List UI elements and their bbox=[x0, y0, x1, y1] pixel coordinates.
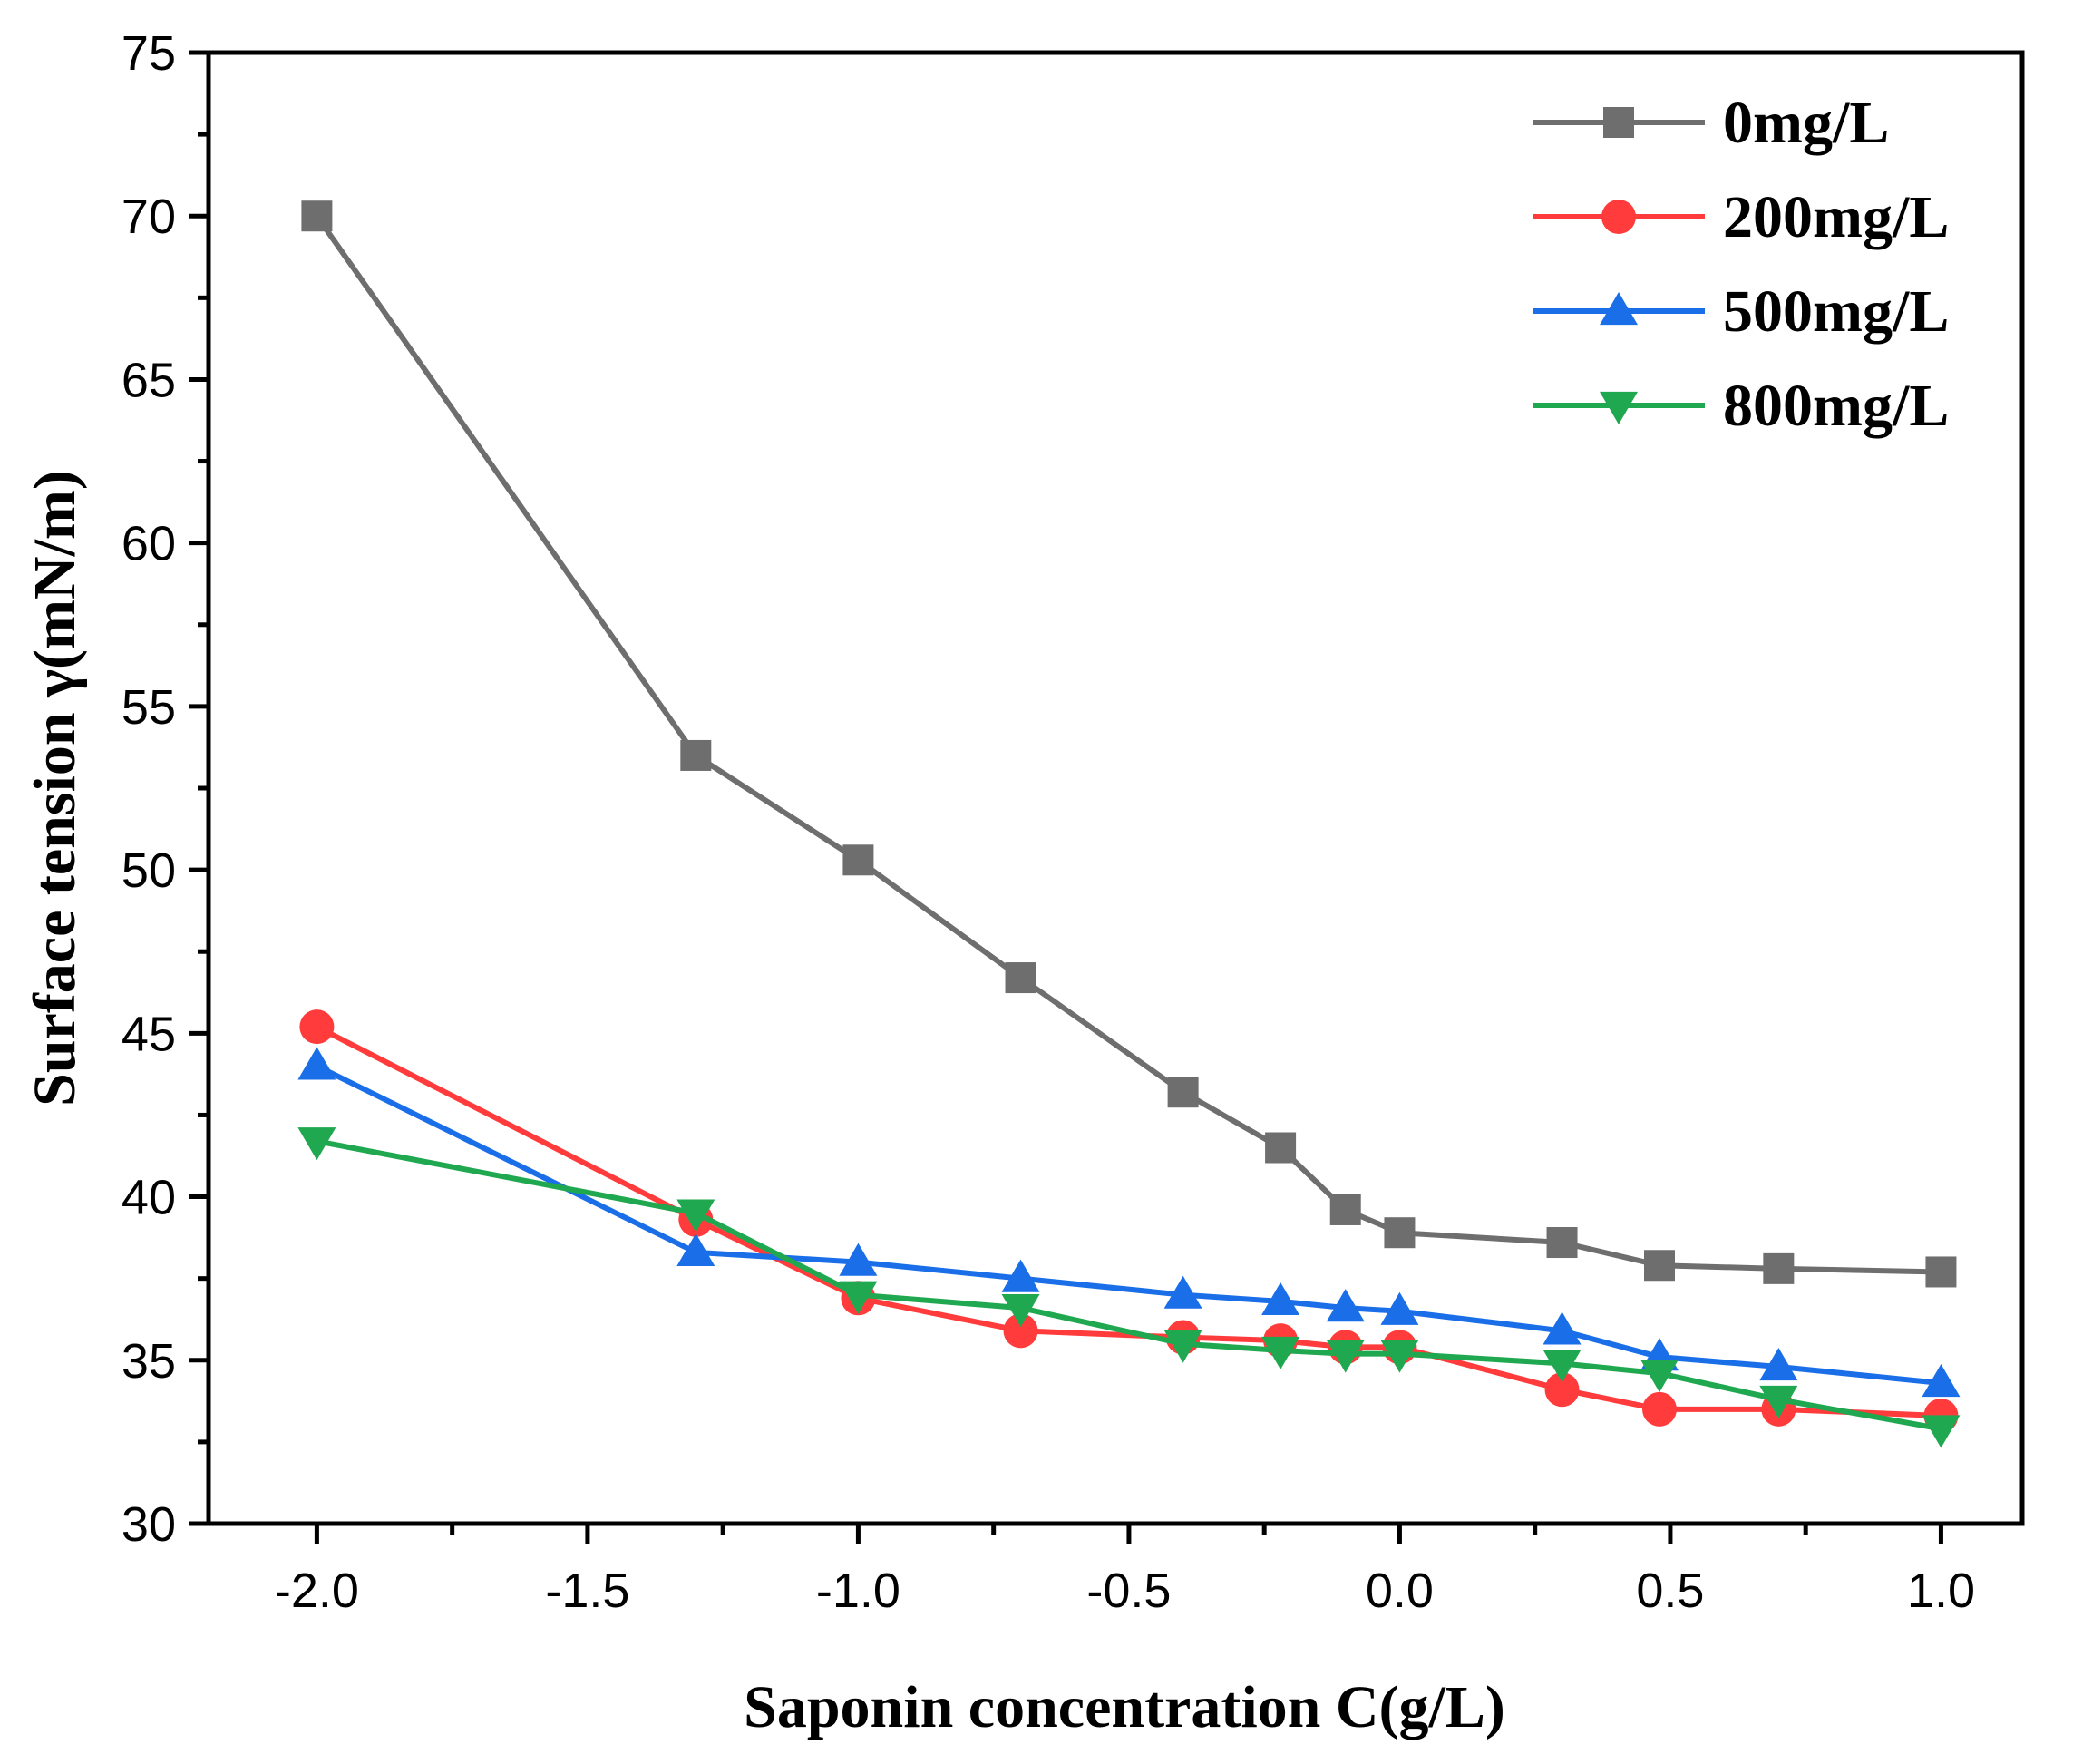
data-point bbox=[1763, 1252, 1795, 1284]
legend-marker bbox=[1600, 292, 1638, 326]
plot-frame bbox=[206, 50, 2025, 1526]
series-2 bbox=[297, 1047, 1961, 1398]
x-tick-label: -1.0 bbox=[816, 1564, 900, 1618]
data-point bbox=[1925, 1256, 1957, 1288]
x-tick-label: 0.0 bbox=[1366, 1564, 1434, 1618]
y-tick-label: 30 bbox=[122, 1497, 176, 1552]
data-point bbox=[1001, 1259, 1040, 1292]
data-point bbox=[1544, 1372, 1580, 1408]
x-tick-label: 0.5 bbox=[1636, 1564, 1704, 1618]
data-point bbox=[1543, 1350, 1582, 1383]
data-point bbox=[839, 1243, 878, 1276]
legend-label: 200mg/L bbox=[1723, 184, 1949, 250]
data-point bbox=[676, 1233, 715, 1266]
legend-label: 0mg/L bbox=[1723, 90, 1889, 156]
data-point bbox=[1326, 1289, 1365, 1322]
series-0 bbox=[301, 200, 1957, 1288]
data-point bbox=[842, 844, 874, 876]
data-point bbox=[1543, 1311, 1582, 1345]
data-point bbox=[1546, 1227, 1578, 1259]
data-point bbox=[1384, 1217, 1416, 1249]
data-point bbox=[676, 1199, 715, 1233]
y-tick-label: 50 bbox=[122, 843, 176, 898]
data-point bbox=[1001, 1293, 1040, 1328]
x-tick-label: -2.0 bbox=[275, 1564, 359, 1618]
data-point bbox=[1167, 1077, 1199, 1108]
series-1 bbox=[299, 1009, 1959, 1434]
data-point bbox=[1261, 1336, 1300, 1369]
y-tick-label: 35 bbox=[122, 1334, 176, 1389]
data-point bbox=[301, 200, 333, 232]
data-point bbox=[1326, 1340, 1365, 1373]
data-point bbox=[839, 1281, 878, 1314]
data-point bbox=[1261, 1282, 1300, 1316]
data-point bbox=[1922, 1364, 1961, 1398]
series-line bbox=[316, 1024, 1942, 1419]
data-point bbox=[1380, 1291, 1419, 1325]
legend-marker bbox=[1601, 200, 1636, 234]
x-tick-label: 1.0 bbox=[1907, 1564, 1975, 1618]
data-point bbox=[1759, 1347, 1798, 1381]
data-point bbox=[1005, 962, 1036, 994]
data-point bbox=[297, 1127, 336, 1161]
series-line bbox=[314, 214, 1942, 1275]
y-tick-label: 70 bbox=[122, 190, 176, 244]
series-layer bbox=[297, 200, 1961, 1448]
data-point bbox=[1922, 1415, 1961, 1448]
legend-entry: 500mg/L bbox=[1533, 278, 1949, 345]
data-point bbox=[1642, 1391, 1677, 1427]
axis-ticks: -2.0 -1.5 -1.0 -0.5 0.0 0.5 1.0 30 35 40 45 50 55 60 6… bbox=[122, 26, 1975, 1618]
data-point bbox=[1380, 1340, 1419, 1373]
data-point bbox=[297, 1047, 336, 1080]
series-line bbox=[316, 1063, 1942, 1386]
legend: 0mg/L 200mg/L 500mg/L 800mg/L bbox=[1533, 90, 1949, 439]
y-tick-label: 55 bbox=[122, 680, 176, 735]
y-tick-label: 40 bbox=[122, 1171, 176, 1225]
data-point bbox=[1329, 1194, 1361, 1225]
data-point bbox=[299, 1009, 335, 1045]
data-point bbox=[1163, 1275, 1202, 1309]
legend-entry: 0mg/L bbox=[1533, 90, 1889, 156]
y-tick-label: 45 bbox=[122, 1007, 176, 1061]
data-point bbox=[1644, 1250, 1675, 1282]
legend-entry: 800mg/L bbox=[1533, 373, 1949, 439]
x-tick-label: -1.5 bbox=[545, 1564, 629, 1618]
x-axis-title: Saponin concentration C(g/L) bbox=[744, 1674, 1505, 1740]
data-point bbox=[1265, 1132, 1297, 1164]
data-point bbox=[1163, 1330, 1202, 1363]
data-point bbox=[1640, 1360, 1679, 1393]
y-tick-label: 60 bbox=[122, 517, 176, 571]
legend-label: 500mg/L bbox=[1723, 278, 1949, 345]
legend-entry: 200mg/L bbox=[1533, 184, 1949, 250]
y-tick-label: 75 bbox=[122, 26, 176, 81]
legend-marker bbox=[1600, 391, 1638, 424]
legend-marker bbox=[1603, 107, 1634, 138]
series-line bbox=[316, 1138, 1942, 1432]
data-point bbox=[1759, 1385, 1798, 1419]
x-tick-label: -0.5 bbox=[1086, 1564, 1171, 1618]
series-3 bbox=[297, 1127, 1961, 1448]
y-axis-title: Surface tension γ(mN/m) bbox=[22, 470, 88, 1106]
data-point bbox=[680, 739, 712, 771]
y-tick-label: 65 bbox=[122, 353, 176, 407]
data-point bbox=[1003, 1313, 1038, 1349]
legend-label: 800mg/L bbox=[1723, 373, 1949, 439]
